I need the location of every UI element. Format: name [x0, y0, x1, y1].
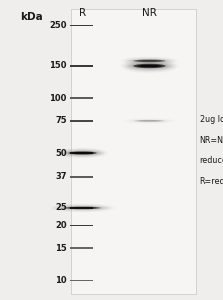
Ellipse shape: [138, 120, 161, 122]
Ellipse shape: [67, 151, 98, 155]
Bar: [70, 152, 93, 154]
Ellipse shape: [63, 150, 102, 156]
Text: 150: 150: [50, 61, 67, 70]
Bar: [70, 65, 93, 67]
Text: 2ug loading: 2ug loading: [200, 116, 223, 124]
Text: R: R: [79, 8, 86, 19]
Text: 250: 250: [50, 21, 67, 30]
Bar: [70, 97, 93, 99]
Ellipse shape: [57, 205, 108, 211]
Text: NR=Non-: NR=Non-: [200, 136, 223, 145]
Ellipse shape: [62, 206, 103, 209]
Ellipse shape: [137, 60, 162, 61]
Text: reduced: reduced: [200, 156, 223, 165]
Bar: [71, 9, 196, 294]
Text: kDa: kDa: [20, 12, 43, 22]
Ellipse shape: [124, 61, 174, 71]
Text: 15: 15: [55, 244, 67, 253]
Bar: [70, 225, 93, 226]
Text: 10: 10: [55, 276, 67, 285]
Ellipse shape: [134, 120, 165, 122]
Ellipse shape: [64, 207, 101, 209]
Text: 37: 37: [55, 172, 67, 182]
Bar: [70, 248, 93, 249]
Ellipse shape: [133, 59, 165, 62]
Ellipse shape: [133, 64, 165, 68]
Text: 25: 25: [55, 203, 67, 212]
Text: 20: 20: [55, 221, 67, 230]
Ellipse shape: [127, 61, 172, 70]
Bar: [70, 176, 93, 178]
Text: 100: 100: [50, 94, 67, 103]
Ellipse shape: [132, 64, 167, 68]
Ellipse shape: [60, 206, 105, 210]
Text: 75: 75: [55, 116, 67, 125]
Ellipse shape: [132, 59, 167, 62]
Bar: [70, 207, 93, 209]
Ellipse shape: [129, 63, 170, 69]
Text: 50: 50: [55, 148, 67, 158]
Bar: [70, 25, 93, 26]
Ellipse shape: [68, 152, 97, 154]
Ellipse shape: [129, 59, 170, 63]
Bar: [70, 280, 93, 281]
Ellipse shape: [65, 151, 100, 156]
Ellipse shape: [72, 152, 93, 154]
Bar: [70, 120, 93, 122]
Ellipse shape: [137, 65, 162, 67]
Ellipse shape: [68, 207, 97, 209]
Text: NR: NR: [142, 8, 157, 19]
Text: R=reduced: R=reduced: [200, 177, 223, 186]
